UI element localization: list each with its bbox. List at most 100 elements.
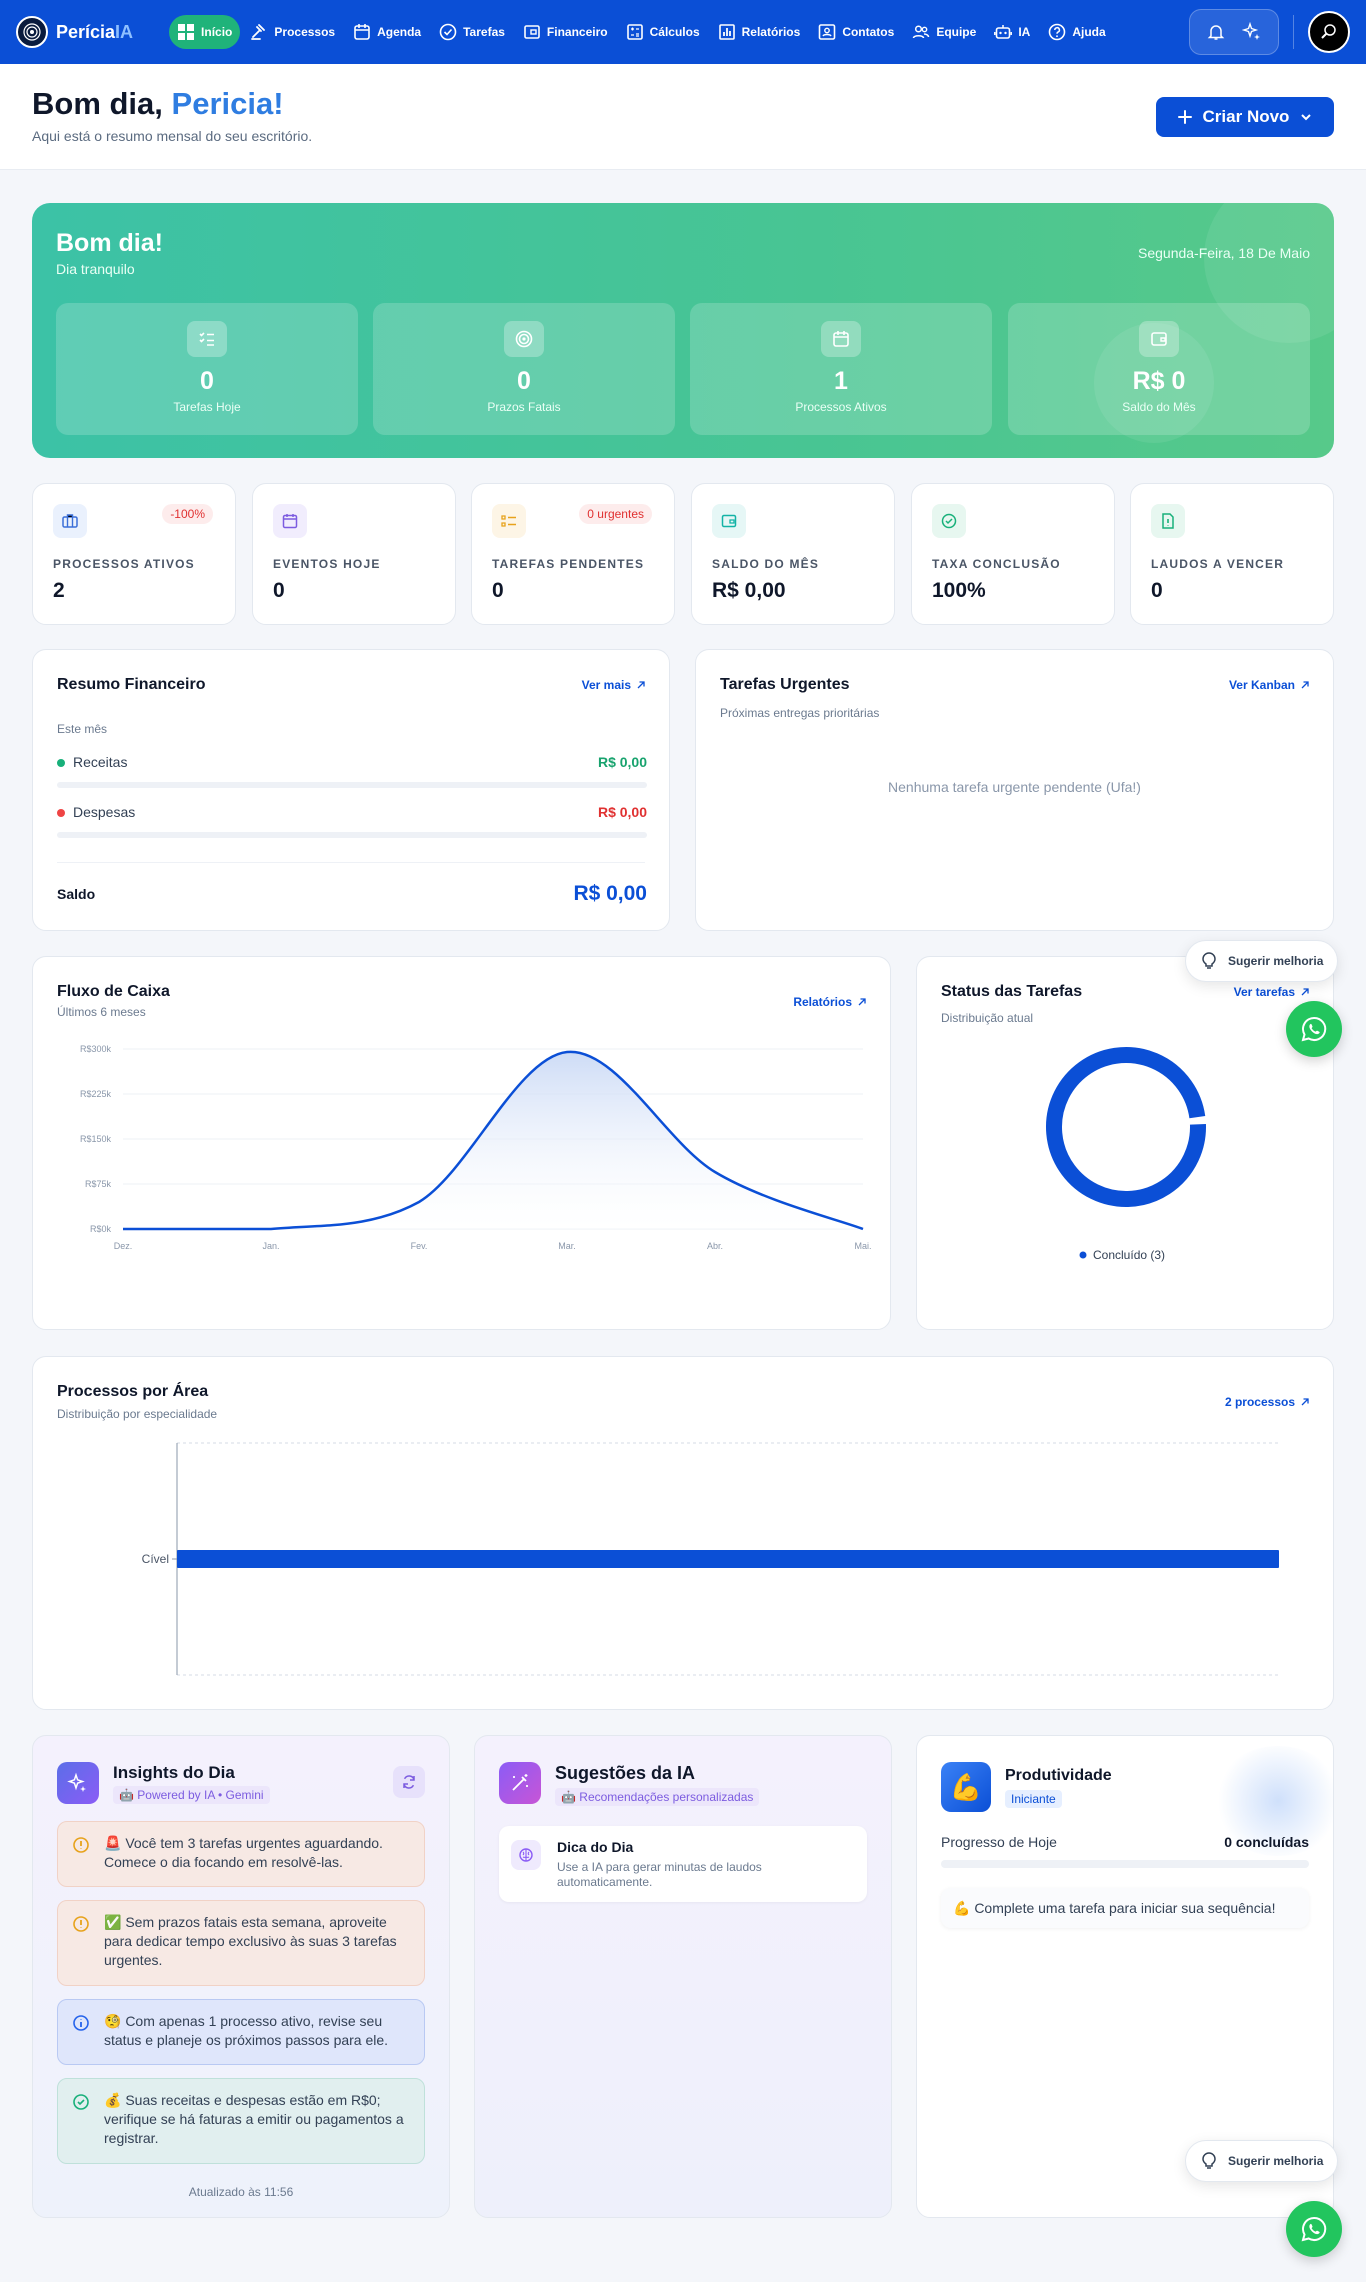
- y-tick-label: Cível: [142, 1552, 169, 1566]
- briefcase-icon: [53, 504, 87, 538]
- ver-tarefas-link[interactable]: Ver tarefas: [1234, 985, 1309, 999]
- y-tick-label: R$150k: [80, 1134, 112, 1144]
- kpi-saldo-mes[interactable]: SALDO DO MÊS R$ 0,00: [691, 483, 895, 625]
- insight-text: ✅ Sem prazos fatais esta semana, aprovei…: [104, 1914, 397, 1968]
- link-label: Ver Kanban: [1228, 678, 1295, 692]
- tip-title: Dica do Dia: [557, 1839, 634, 1855]
- brain-icon: [511, 1840, 541, 1870]
- link-label: Ver mais: [581, 678, 631, 692]
- alert-circle-icon: [73, 1837, 89, 1853]
- kpi-processos-ativos[interactable]: -100% PROCESSOS ATIVOS 2: [32, 483, 236, 625]
- receitas-row: Receitas R$ 0,00: [57, 754, 647, 770]
- nav-item-ajuda[interactable]: Ajuda: [1040, 15, 1113, 49]
- receitas-dot: [57, 759, 65, 768]
- suggest-improvement-button[interactable]: Sugerir melhoria: [1185, 2140, 1339, 2182]
- kpi-value: 0: [273, 579, 285, 602]
- sparkles-icon[interactable]: [1236, 18, 1268, 46]
- create-new-button[interactable]: Criar Novo: [1156, 97, 1334, 137]
- lightbulb-icon: [1202, 2152, 1216, 2169]
- kpi-value: 0: [492, 579, 504, 602]
- check-circle-icon: [439, 23, 457, 41]
- sparkles-icon: [57, 1762, 99, 1804]
- hero-stat-label: Processos Ativos: [795, 400, 887, 414]
- create-new-label: Criar Novo: [1202, 107, 1290, 126]
- relatorios-link[interactable]: Relatórios: [793, 995, 866, 1009]
- kpi-label: PROCESSOS ATIVOS: [53, 557, 195, 571]
- kpi-tarefas-pendentes[interactable]: 0 urgentes TAREFAS PENDENTES 0: [471, 483, 675, 625]
- hero-title: Bom dia!: [56, 229, 163, 257]
- hero-stat-processos-ativos[interactable]: 1 Processos Ativos: [690, 303, 992, 435]
- kpi-taxa-conclusao[interactable]: TAXA CONCLUSÃO 100%: [911, 483, 1115, 625]
- nav-label: Agenda: [377, 25, 422, 39]
- hero-stat-value: R$ 0: [1132, 367, 1186, 395]
- tip-of-day[interactable]: Dica do Dia Use a IA para gerar minutas …: [499, 1826, 867, 1902]
- ver-mais-link[interactable]: Ver mais: [582, 678, 645, 692]
- contacts-icon: [819, 24, 836, 40]
- progress-bar: [941, 1860, 1309, 1868]
- wallet-icon: [1139, 321, 1179, 357]
- brand[interactable]: PeríciaIA: [16, 16, 133, 48]
- card-title: Processos por Área: [57, 1383, 209, 1400]
- nav-item-processos[interactable]: Processos: [242, 15, 343, 49]
- card-title: Resumo Financeiro: [57, 676, 206, 693]
- check-circle-icon: [73, 2094, 89, 2110]
- whatsapp-button[interactable]: [1286, 1001, 1342, 1057]
- magic-wand-icon: [499, 1762, 541, 1804]
- productivity-card: 💪 Produtividade Iniciante Progresso de H…: [916, 1735, 1334, 2218]
- hero-stat-prazos-fatais[interactable]: 0 Prazos Fatais: [373, 303, 675, 435]
- legend-dot: [1079, 1251, 1087, 1259]
- nav-item-equipe[interactable]: Equipe: [904, 15, 984, 49]
- user-avatar[interactable]: [1308, 11, 1350, 53]
- main-nav: Início Processos Agenda Tarefas Financei…: [169, 15, 1114, 49]
- bell-icon[interactable]: [1200, 18, 1232, 46]
- insight-item: 🚨 Você tem 3 tarefas urgentes aguardando…: [57, 1821, 425, 1887]
- nav-item-ia[interactable]: IA: [986, 15, 1038, 49]
- nav-item-inicio[interactable]: Início: [169, 15, 241, 49]
- y-tick-label: R$300k: [80, 1044, 112, 1054]
- processes-by-area-card: Processos por Área Distribuição por espe…: [32, 1356, 1334, 1710]
- chevron-down-icon: [1301, 114, 1312, 121]
- nav-item-calculos[interactable]: Cálculos: [618, 15, 708, 49]
- y-tick-label: R$0k: [90, 1224, 112, 1234]
- ver-kanban-link[interactable]: Ver Kanban: [1229, 678, 1309, 692]
- receitas-bar: [57, 782, 647, 788]
- arrow-up-right-icon: [858, 998, 866, 1006]
- kpi-eventos-hoje[interactable]: EVENTOS HOJE 0: [252, 483, 456, 625]
- refresh-button[interactable]: [393, 1766, 425, 1798]
- nav-item-contatos[interactable]: Contatos: [810, 15, 902, 49]
- kpi-label: EVENTOS HOJE: [273, 557, 381, 571]
- y-tick-label: R$75k: [85, 1179, 112, 1189]
- nav-item-agenda[interactable]: Agenda: [345, 15, 429, 49]
- suggest-improvement-button[interactable]: Sugerir melhoria: [1185, 940, 1339, 982]
- kpi-laudos-vencer[interactable]: LAUDOS A VENCER 0: [1130, 483, 1334, 625]
- arrow-up-right-icon: [1301, 988, 1309, 996]
- hero-stat-saldo-mes[interactable]: R$ 0 Saldo do Mês: [1008, 303, 1310, 435]
- x-tick-label: Mar.: [558, 1241, 576, 1251]
- processes-by-area-chart: Cível: [142, 1442, 1279, 1676]
- progress-label: Progresso de Hoje: [941, 1834, 1057, 1850]
- hero-stat-value: 0: [200, 367, 214, 395]
- saldo-label: Saldo: [57, 886, 96, 902]
- users-icon: [913, 25, 930, 39]
- processos-count-link[interactable]: 2 processos: [1225, 1395, 1309, 1409]
- nav-item-tarefas[interactable]: Tarefas: [431, 15, 513, 49]
- empty-state: Nenhuma tarefa urgente pendente (Ufa!): [888, 779, 1141, 795]
- card-subtitle: Distribuição atual: [941, 1011, 1034, 1025]
- link-label: Ver tarefas: [1233, 985, 1295, 999]
- nav-divider: [1293, 15, 1294, 49]
- kpi-value: 0: [1151, 579, 1163, 602]
- card-title: Status das Tarefas: [941, 983, 1083, 1000]
- nav-label: Tarefas: [463, 25, 505, 39]
- hero-banner: Bom dia! Dia tranquilo Segunda-Feira, 18…: [32, 203, 1334, 458]
- nav-item-relatorios[interactable]: Relatórios: [710, 15, 809, 49]
- level-badge: Iniciante: [1005, 1790, 1062, 1808]
- decoration: [1213, 1746, 1333, 1856]
- kpi-value: 100%: [932, 579, 986, 602]
- hero-date: Segunda-Feira, 18 De Maio: [1138, 245, 1310, 261]
- whatsapp-button[interactable]: [1286, 2201, 1342, 2257]
- info-icon: [73, 2015, 89, 2031]
- hero-stat-tarefas-hoje[interactable]: 0 Tarefas Hoje: [56, 303, 358, 435]
- nav-item-financeiro[interactable]: Financeiro: [515, 15, 616, 49]
- whatsapp-icon: [1301, 1016, 1327, 1042]
- saldo-value: R$ 0,00: [573, 882, 647, 905]
